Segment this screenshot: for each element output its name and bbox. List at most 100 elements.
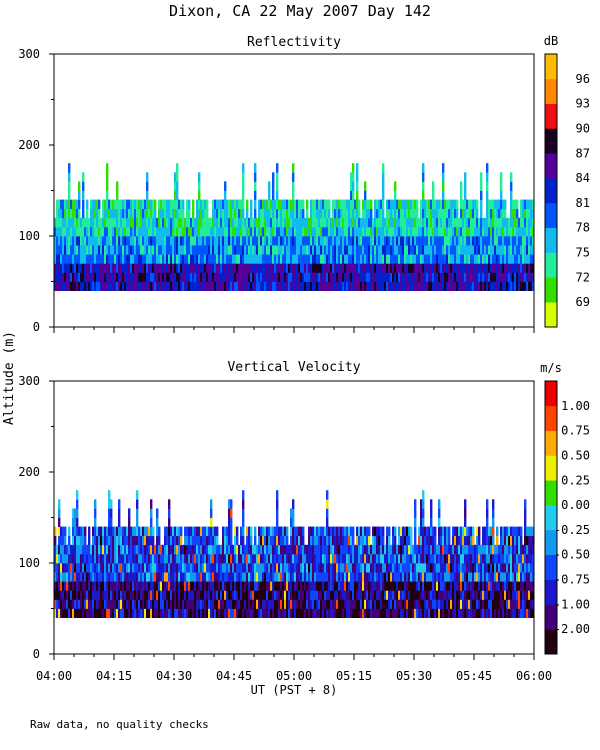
heatmap-cell bbox=[276, 490, 279, 500]
heatmap-cell bbox=[228, 272, 231, 282]
heatmap-cell bbox=[288, 245, 291, 255]
heatmap-cell bbox=[386, 553, 389, 564]
heatmap-cell bbox=[444, 544, 447, 555]
heatmap-cell bbox=[326, 599, 329, 609]
heatmap-cell bbox=[76, 508, 79, 518]
heatmap-cell bbox=[138, 226, 141, 237]
heatmap-cell bbox=[530, 572, 533, 582]
heatmap-cell bbox=[512, 272, 515, 282]
heatmap-cell bbox=[448, 281, 451, 291]
heatmap-cell bbox=[204, 272, 207, 282]
heatmap-cell bbox=[174, 254, 177, 264]
heatmap-cell bbox=[328, 599, 331, 609]
heatmap-cell bbox=[234, 236, 237, 246]
heatmap-cell bbox=[382, 599, 385, 609]
heatmap-cell bbox=[66, 245, 69, 255]
heatmap-cell bbox=[84, 254, 87, 264]
heatmap-cell bbox=[150, 599, 153, 609]
heatmap-cell bbox=[338, 544, 341, 555]
heatmap-cell bbox=[304, 236, 307, 246]
heatmap-cell bbox=[192, 226, 195, 237]
heatmap-cell bbox=[118, 254, 121, 264]
heatmap-cell bbox=[188, 199, 191, 210]
heatmap-cell bbox=[266, 553, 269, 564]
heatmap-cell bbox=[258, 544, 261, 555]
heatmap-cell bbox=[268, 581, 271, 591]
heatmap-cell bbox=[336, 263, 339, 273]
heatmap-cell bbox=[102, 526, 105, 537]
heatmap-cell bbox=[134, 535, 137, 546]
heatmap-cell bbox=[396, 272, 399, 282]
heatmap-cell bbox=[68, 190, 71, 200]
heatmap-cell bbox=[340, 581, 343, 591]
heatmap-cell bbox=[378, 272, 381, 282]
heatmap-cell bbox=[262, 263, 265, 273]
heatmap-cell bbox=[82, 590, 85, 600]
heatmap-cell bbox=[116, 208, 119, 219]
heatmap-cell bbox=[316, 208, 319, 219]
heatmap-cell bbox=[336, 563, 339, 573]
heatmap-cell bbox=[318, 544, 321, 555]
heatmap-cell bbox=[246, 236, 249, 246]
heatmap-cell bbox=[174, 581, 177, 591]
heatmap-cell bbox=[130, 553, 133, 564]
heatmap-cell bbox=[126, 217, 129, 228]
heatmap-cell bbox=[412, 208, 415, 219]
heatmap-cell bbox=[366, 226, 369, 237]
heatmap-cell bbox=[342, 563, 345, 573]
heatmap-cell bbox=[404, 581, 407, 591]
heatmap-cell bbox=[144, 572, 147, 582]
heatmap-cell bbox=[454, 572, 457, 582]
heatmap-cell bbox=[344, 572, 347, 582]
heatmap-cell bbox=[114, 263, 117, 273]
heatmap-cell bbox=[226, 581, 229, 591]
heatmap-cell bbox=[402, 208, 405, 219]
heatmap-cell bbox=[338, 245, 341, 255]
heatmap-cell bbox=[78, 608, 81, 618]
heatmap-cell bbox=[92, 544, 95, 555]
heatmap-cell bbox=[92, 254, 95, 264]
heatmap-cell bbox=[280, 226, 283, 237]
heatmap-cell bbox=[438, 263, 441, 273]
heatmap-cell bbox=[512, 526, 515, 537]
heatmap-cell bbox=[298, 553, 301, 564]
heatmap-cell bbox=[178, 226, 181, 237]
heatmap-cell bbox=[154, 544, 157, 555]
heatmap-cell bbox=[92, 572, 95, 582]
heatmap-cell bbox=[468, 236, 471, 246]
heatmap-cell bbox=[348, 535, 351, 546]
heatmap-cell bbox=[144, 217, 147, 228]
heatmap-cell bbox=[84, 281, 87, 291]
heatmap-cell bbox=[136, 254, 139, 264]
heatmap-cell bbox=[286, 254, 289, 264]
heatmap-cell bbox=[520, 272, 523, 282]
heatmap-cell bbox=[390, 553, 393, 564]
heatmap-cell bbox=[318, 599, 321, 609]
heatmap-cell bbox=[508, 254, 511, 264]
heatmap-cell bbox=[272, 535, 275, 546]
heatmap-cell bbox=[334, 608, 337, 618]
heatmap-cell bbox=[466, 526, 469, 537]
heatmap-cell bbox=[54, 226, 57, 237]
heatmap-cell bbox=[490, 226, 493, 237]
heatmap-cell bbox=[312, 281, 315, 291]
heatmap-cell bbox=[200, 563, 203, 573]
heatmap-cell bbox=[78, 226, 81, 237]
heatmap-cell bbox=[446, 236, 449, 246]
heatmap-cell bbox=[122, 245, 125, 255]
heatmap-cell bbox=[528, 608, 531, 618]
heatmap-cell bbox=[126, 572, 129, 582]
heatmap-cell bbox=[246, 590, 249, 600]
heatmap-cell bbox=[226, 245, 229, 255]
heatmap-cell bbox=[228, 581, 231, 591]
heatmap-cell bbox=[142, 599, 145, 609]
heatmap-cell bbox=[72, 217, 75, 228]
heatmap-cell bbox=[322, 236, 325, 246]
heatmap-cell bbox=[364, 217, 367, 228]
heatmap-cell bbox=[132, 563, 135, 573]
heatmap-cell bbox=[494, 563, 497, 573]
heatmap-cell bbox=[432, 245, 435, 255]
heatmap-cell bbox=[348, 272, 351, 282]
heatmap-cell bbox=[160, 544, 163, 555]
heatmap-cell bbox=[208, 572, 211, 582]
